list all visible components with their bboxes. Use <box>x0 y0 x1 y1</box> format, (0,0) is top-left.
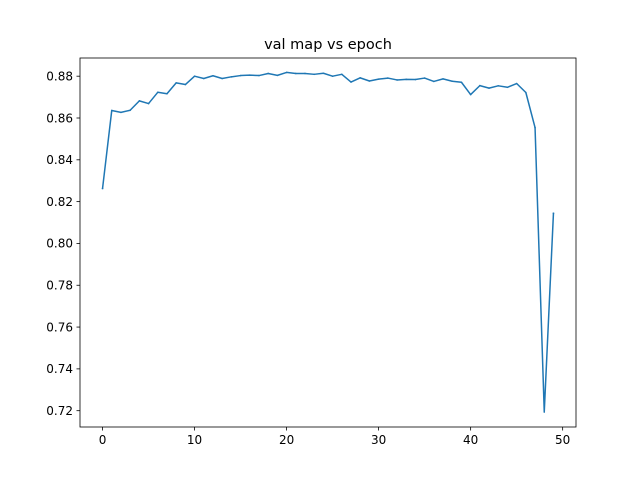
data-point <box>405 78 408 81</box>
data-point <box>497 85 500 87</box>
data-point <box>451 80 454 83</box>
data-point <box>313 73 316 76</box>
axes-frame <box>79 57 577 428</box>
data-point <box>120 111 122 114</box>
chart-title: val map vs epoch <box>264 37 392 53</box>
y-tick-label: 0.86 <box>46 111 73 125</box>
data-point <box>276 74 279 77</box>
data-point <box>543 411 546 413</box>
y-tick-label: 0.74 <box>46 362 73 376</box>
data-point <box>239 74 242 77</box>
data-point <box>156 91 159 94</box>
y-tick-label: 0.88 <box>46 69 73 83</box>
y-tick-label: 0.80 <box>46 237 73 251</box>
data-point <box>515 82 518 85</box>
data-point <box>387 77 389 79</box>
data-point <box>193 75 196 77</box>
y-tick-label: 0.84 <box>46 153 73 167</box>
data-point <box>285 71 288 74</box>
data-point <box>534 126 536 129</box>
data-point <box>221 77 223 80</box>
data-point <box>147 102 150 105</box>
data-point <box>433 80 435 83</box>
data-point <box>212 74 214 77</box>
data-point <box>202 77 205 80</box>
x-tick-label: 10 <box>187 433 202 447</box>
data-point <box>341 73 343 76</box>
data-point <box>350 81 352 83</box>
data-point <box>248 74 251 76</box>
data-point <box>377 78 380 80</box>
y-tick-label: 0.76 <box>46 320 73 334</box>
data-point <box>230 76 233 78</box>
data-point <box>294 72 297 75</box>
data-point <box>396 79 398 81</box>
data-point <box>442 78 444 80</box>
x-tick-label: 0 <box>99 433 107 447</box>
data-point <box>267 72 269 75</box>
data-point <box>129 109 131 112</box>
data-point <box>414 78 417 81</box>
data-point <box>166 92 168 95</box>
data-point <box>552 212 555 215</box>
data-point <box>101 187 104 190</box>
data-point <box>304 72 306 75</box>
data-point <box>184 83 187 86</box>
data-point <box>359 77 362 79</box>
data-point <box>322 72 325 75</box>
data-point <box>460 81 463 84</box>
y-tick-label: 0.72 <box>46 404 73 418</box>
data-point <box>138 100 141 102</box>
data-point <box>488 87 490 89</box>
data-point <box>110 109 113 112</box>
data-point <box>479 84 481 87</box>
x-tick-label: 50 <box>555 433 570 447</box>
data-point <box>175 82 177 84</box>
data-point <box>525 91 527 94</box>
series-line-0 <box>101 71 555 413</box>
data-point <box>469 93 472 96</box>
x-tick-label: 40 <box>463 433 478 447</box>
x-tick-label: 20 <box>279 433 294 447</box>
data-point <box>368 80 371 82</box>
data-point <box>423 77 426 79</box>
plot-area: 0 10 20 30 40 50 0.72 0.74 0.76 0.78 0.80 0.82 0.84 0… <box>46 57 577 447</box>
y-tick-label: 0.82 <box>46 195 73 209</box>
data-point <box>331 75 334 77</box>
x-tick-label: 30 <box>371 433 386 447</box>
y-tick-label: 0.78 <box>46 279 73 293</box>
data-point <box>258 74 260 77</box>
data-point <box>506 86 509 89</box>
